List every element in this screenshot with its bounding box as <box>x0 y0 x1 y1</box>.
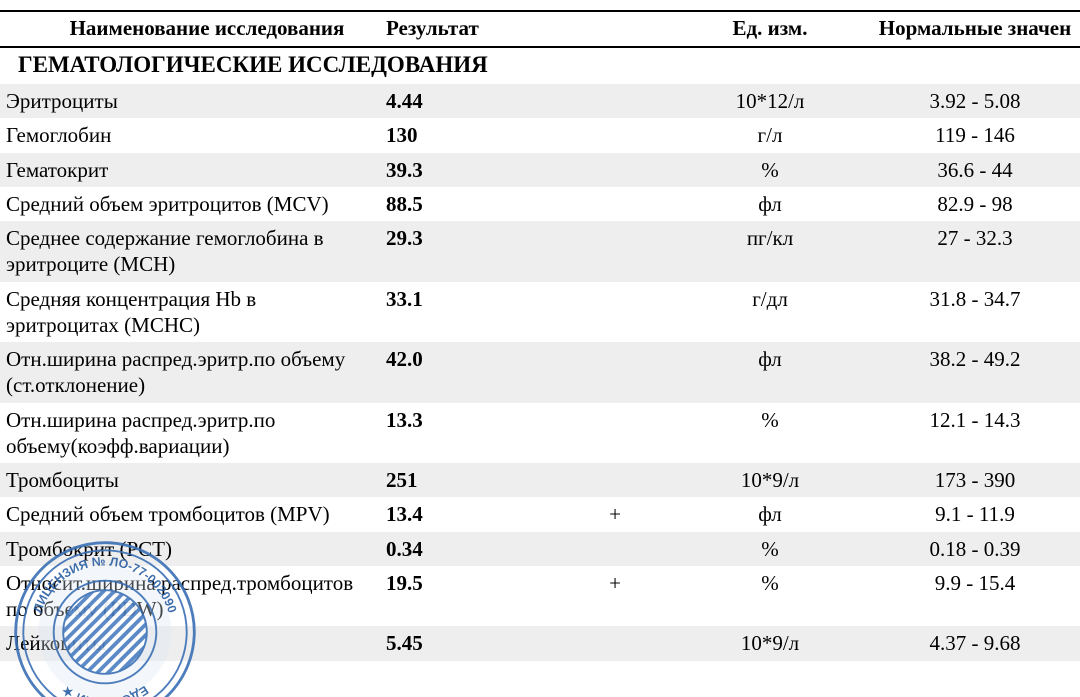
cell-unit: % <box>670 153 870 187</box>
cell-unit: 10*9/л <box>670 463 870 497</box>
cell-unit: г/дл <box>670 282 870 343</box>
cell-result: 130 <box>380 118 560 152</box>
license-stamp: ЛИЦЕНЗИЯ № ЛО-77-002090 ЕДОВАНИЙ ★ <box>10 537 200 697</box>
cell-name: Средний объем эритроцитов (MCV) <box>0 187 380 221</box>
cell-range: 82.9 - 98 <box>870 187 1080 221</box>
lab-report-page: Наименование исследования Результат Ед. … <box>0 0 1080 697</box>
cell-name: Среднее содержание гемоглобина в эритроц… <box>0 221 380 282</box>
cell-result: 251 <box>380 463 560 497</box>
header-flag <box>560 11 670 47</box>
cell-range: 0.18 - 0.39 <box>870 532 1080 566</box>
cell-result: 29.3 <box>380 221 560 282</box>
cell-range: 3.92 - 5.08 <box>870 84 1080 118</box>
table-row: Среднее содержание гемоглобина в эритроц… <box>0 221 1080 282</box>
cell-range: 9.9 - 15.4 <box>870 566 1080 627</box>
cell-range: 27 - 32.3 <box>870 221 1080 282</box>
table-row: Отн.ширина распред.эритр.по объему(коэфф… <box>0 403 1080 464</box>
table-row: Средний объем тромбоцитов (MPV)13.4+фл9.… <box>0 497 1080 531</box>
cell-range: 31.8 - 34.7 <box>870 282 1080 343</box>
cell-unit: % <box>670 403 870 464</box>
table-row: Средний объем эритроцитов (MCV)88.5 фл82.… <box>0 187 1080 221</box>
cell-name: Средний объем тромбоцитов (MPV) <box>0 497 380 531</box>
cell-flag <box>560 118 670 152</box>
cell-range: 4.37 - 9.68 <box>870 626 1080 660</box>
table-row: Отн.ширина распред.эритр.по объему (ст.о… <box>0 342 1080 403</box>
table-row: Эритроциты4.44 10*12/л3.92 - 5.08 <box>0 84 1080 118</box>
cell-unit: фл <box>670 497 870 531</box>
cell-flag <box>560 342 670 403</box>
cell-name: Гемоглобин <box>0 118 380 152</box>
cell-result: 42.0 <box>380 342 560 403</box>
cell-result: 39.3 <box>380 153 560 187</box>
cell-range: 173 - 390 <box>870 463 1080 497</box>
cell-unit: % <box>670 532 870 566</box>
cell-flag <box>560 403 670 464</box>
cell-name: Отн.ширина распред.эритр.по объему (ст.о… <box>0 342 380 403</box>
cell-result: 13.4 <box>380 497 560 531</box>
cell-result: 0.34 <box>380 532 560 566</box>
cell-range: 12.1 - 14.3 <box>870 403 1080 464</box>
cell-range: 9.1 - 11.9 <box>870 497 1080 531</box>
table-header-row: Наименование исследования Результат Ед. … <box>0 11 1080 47</box>
cell-flag <box>560 84 670 118</box>
cell-result: 33.1 <box>380 282 560 343</box>
cell-flag <box>560 282 670 343</box>
cell-result: 88.5 <box>380 187 560 221</box>
cell-name: Средняя концентрация Hb в эритроцитах (M… <box>0 282 380 343</box>
cell-range: 38.2 - 49.2 <box>870 342 1080 403</box>
cell-name: Отн.ширина распред.эритр.по объему(коэфф… <box>0 403 380 464</box>
cell-unit: 10*9/л <box>670 626 870 660</box>
cell-unit: пг/кл <box>670 221 870 282</box>
cell-unit: % <box>670 566 870 627</box>
cell-flag <box>560 221 670 282</box>
cell-name: Гематокрит <box>0 153 380 187</box>
section-title: ГЕМАТОЛОГИЧЕСКИЕ ИССЛЕДОВАНИЯ <box>0 47 1080 84</box>
cell-result: 5.45 <box>380 626 560 660</box>
cell-flag <box>560 463 670 497</box>
cell-result: 4.44 <box>380 84 560 118</box>
section-heading-row: ГЕМАТОЛОГИЧЕСКИЕ ИССЛЕДОВАНИЯ <box>0 47 1080 84</box>
cell-flag: + <box>560 497 670 531</box>
table-row: Тромбоциты251 10*9/л173 - 390 <box>0 463 1080 497</box>
cell-unit: г/л <box>670 118 870 152</box>
cell-result: 13.3 <box>380 403 560 464</box>
header-unit: Ед. изм. <box>670 11 870 47</box>
cell-flag <box>560 187 670 221</box>
cell-unit: фл <box>670 187 870 221</box>
cell-flag <box>560 626 670 660</box>
cell-name: Тромбоциты <box>0 463 380 497</box>
cell-flag <box>560 532 670 566</box>
header-range: Нормальные значен <box>870 11 1080 47</box>
cell-name: Эритроциты <box>0 84 380 118</box>
header-name: Наименование исследования <box>0 11 380 47</box>
table-row: Гемоглобин130 г/л119 - 146 <box>0 118 1080 152</box>
cell-flag: + <box>560 566 670 627</box>
cell-range: 36.6 - 44 <box>870 153 1080 187</box>
table-row: Гематокрит39.3%36.6 - 44 <box>0 153 1080 187</box>
cell-result: 19.5 <box>380 566 560 627</box>
cell-range: 119 - 146 <box>870 118 1080 152</box>
cell-unit: 10*12/л <box>670 84 870 118</box>
table-row: Средняя концентрация Hb в эритроцитах (M… <box>0 282 1080 343</box>
header-result: Результат <box>380 11 560 47</box>
cell-flag <box>560 153 670 187</box>
cell-unit: фл <box>670 342 870 403</box>
